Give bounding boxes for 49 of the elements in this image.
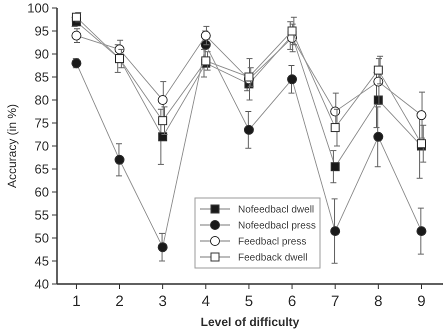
x-tick-label: 6 [288, 293, 296, 310]
x-tick-label: 8 [374, 293, 382, 310]
y-tick-label: 80 [34, 92, 49, 108]
point [158, 242, 168, 252]
x-tick-label: 7 [331, 293, 340, 310]
point [158, 132, 168, 142]
y-tick-label: 85 [34, 70, 49, 85]
point [416, 226, 426, 236]
y-tick-label: 95 [34, 24, 49, 39]
y-tick-label: 60 [34, 184, 49, 200]
x-tick-label: 4 [202, 293, 210, 310]
point [416, 139, 426, 148]
point [288, 26, 297, 36]
y-tick-label: 100 [27, 0, 49, 16]
point [201, 56, 210, 66]
y-tick-label: 55 [34, 208, 49, 223]
point [72, 12, 81, 22]
point [114, 154, 125, 165]
point [330, 162, 340, 172]
x-tick-label: 1 [72, 293, 81, 310]
x-tick-label: 2 [115, 293, 124, 310]
legend-label: Nofeedbacl dwell [238, 204, 314, 216]
y-tick-label: 45 [34, 254, 49, 269]
y-tick-label: 70 [34, 138, 49, 154]
point [200, 30, 211, 41]
point [244, 124, 254, 135]
point [287, 74, 298, 84]
point [71, 30, 82, 41]
point [158, 95, 168, 105]
y-tick-label: 90 [34, 46, 49, 62]
point [330, 123, 340, 132]
point [374, 66, 383, 75]
x-tick-label: 3 [158, 293, 167, 310]
x-tick-label: 9 [417, 293, 426, 310]
x-axis-title: Level of difficulty [200, 315, 300, 329]
point [416, 110, 426, 120]
y-tick-label: 40 [34, 276, 49, 292]
legend-label: Feedback dwell [238, 252, 308, 264]
y-tick-label: 50 [34, 230, 49, 246]
y-tick-label: 65 [34, 162, 49, 177]
legend-label: Nofeedbacl press [238, 220, 316, 232]
y-tick-label: 75 [34, 116, 49, 131]
point [158, 116, 168, 126]
legend-label: Feedbacl press [238, 236, 306, 248]
point [330, 226, 340, 236]
x-tick-label: 5 [244, 293, 254, 310]
y-axis-title: Accuracy (in %) [5, 104, 19, 188]
point [244, 72, 254, 82]
point [373, 132, 384, 142]
